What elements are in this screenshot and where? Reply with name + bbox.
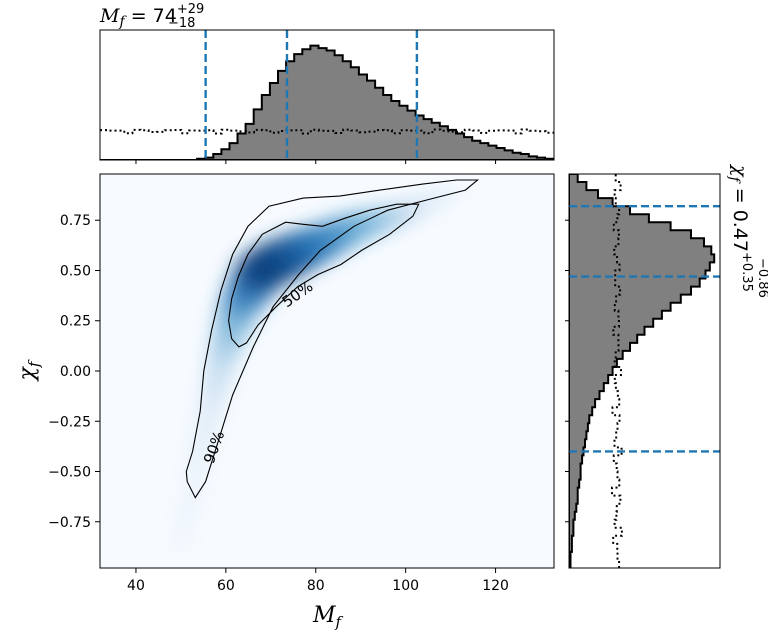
main-density-panel: 90%50% 40 60 80 100 120 −0.75−0.50−0.250.000…	[15, 173, 555, 631]
x-tick-label: 120	[482, 578, 509, 594]
right-marginal-ticks	[565, 219, 569, 523]
top-marginal-annotation: Mf = 74+29	[99, 2, 204, 30]
y-tick-label: −0.75	[48, 515, 91, 531]
x-tick-label: 60	[217, 578, 235, 594]
density-blob	[194, 411, 221, 432]
top-marginal-ticks	[135, 160, 497, 164]
right-prior-histogram	[611, 174, 623, 568]
top-posterior-histogram	[100, 44, 554, 160]
top-marginal-minus: −18	[168, 16, 195, 31]
x-tick-label: 40	[127, 578, 145, 594]
x-axis-label: Mf	[312, 603, 344, 631]
credible-contours	[185, 179, 480, 499]
top-prior-histogram	[100, 128, 554, 135]
density-blob	[191, 426, 218, 446]
y-tick-label: 0.25	[60, 314, 91, 330]
main-x-ticks: 40 60 80 100 120	[127, 568, 509, 594]
contour-line-0	[185, 179, 480, 499]
main-y-ticks: −0.75 −0.50 −0.25 0.00 0.25 0.50 0.75	[48, 213, 100, 531]
density-blob	[185, 457, 210, 476]
y-tick-label: 0.00	[60, 364, 91, 380]
density-blob	[179, 488, 203, 506]
right-marginal-histogram	[569, 174, 720, 568]
top-marginal-panel: Mf = 74+29 −18	[99, 2, 555, 164]
top-marginal-histogram	[100, 30, 554, 160]
y-tick-label: −0.25	[48, 414, 91, 430]
right-marginal-panel: χf = 0.47+0.35 −0.86	[565, 163, 768, 569]
density-blob	[170, 533, 192, 550]
density-blob	[442, 184, 464, 201]
y-tick-label: 0.50	[60, 263, 91, 279]
right-marginal-minus: −0.86	[755, 258, 768, 298]
right-marginal-annotation: χf = 0.47+0.35	[726, 163, 754, 292]
contour-line-1	[228, 203, 420, 348]
right-posterior-histogram	[569, 174, 716, 568]
x-tick-label: 80	[307, 578, 325, 594]
density-blob	[188, 442, 214, 461]
y-tick-label: −0.50	[48, 465, 91, 481]
density-blob	[173, 518, 196, 536]
x-tick-label: 100	[392, 578, 419, 594]
y-axis-label: χf	[15, 359, 43, 382]
density-blob	[176, 503, 199, 521]
density-blob	[182, 472, 206, 491]
density-layer	[170, 179, 480, 550]
y-tick-label: 0.75	[60, 213, 91, 229]
top-marginal-frame	[99, 29, 555, 161]
